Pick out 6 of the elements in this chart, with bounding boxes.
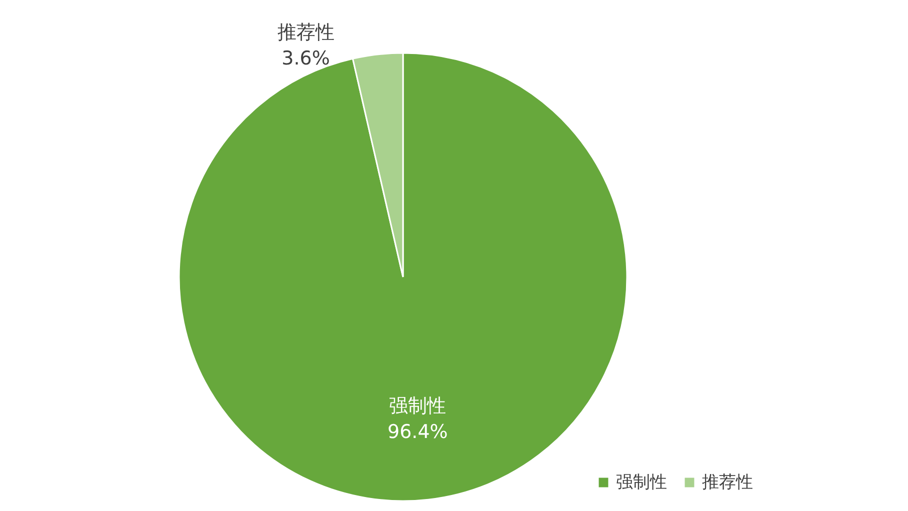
slice-label: 推荐性 [277,22,334,44]
data-label: 96.4% [387,421,448,444]
legend-label: 强制性 [616,472,667,493]
data-label: 3.6% [282,48,330,70]
slice-label: 强制性 [389,395,446,418]
legend-label: 推荐性 [702,472,753,493]
